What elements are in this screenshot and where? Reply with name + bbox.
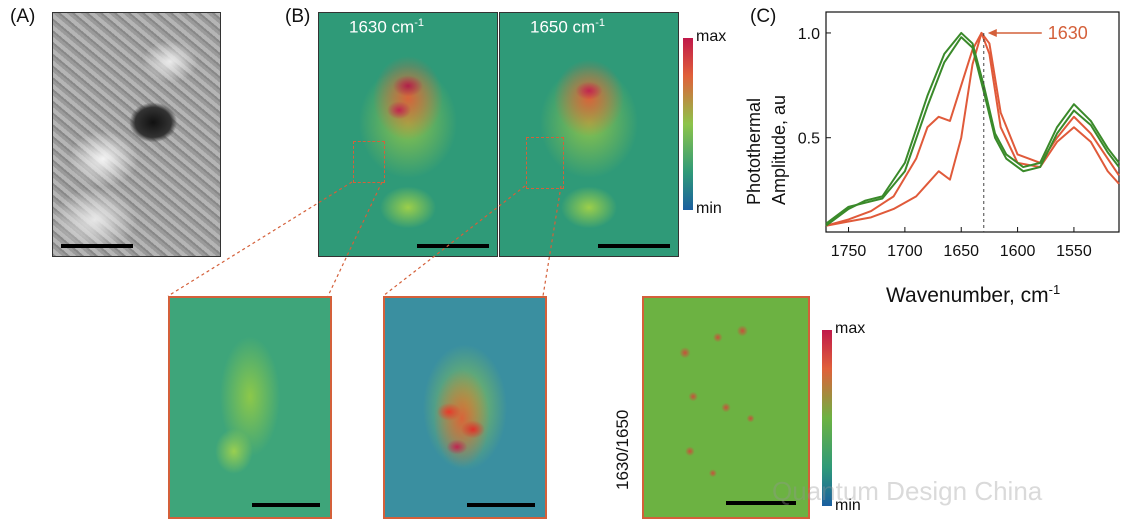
scale-bar [598, 244, 670, 248]
connector-line [167, 181, 353, 297]
scale-bar [726, 501, 796, 505]
connector-line [382, 185, 526, 297]
zoom-map-1650 [383, 296, 547, 519]
ir-map-1630: 1630 cm-1 [318, 12, 498, 257]
x-axis-title: Wavenumber, cm [886, 284, 1049, 307]
colorbar-top-max: max [696, 28, 727, 45]
ratio-label: 1630/1650 [613, 409, 632, 490]
map-1-exponent: -1 [414, 17, 424, 29]
scale-bar [467, 503, 535, 507]
map-1-label: 1630 cm [349, 17, 415, 37]
panel-label-b: (B) [285, 6, 311, 27]
spectrum-series-line [825, 36, 1120, 225]
colorbar-bottom-max: max [835, 320, 866, 337]
optical-image [52, 12, 221, 257]
panel-label-a: (A) [10, 6, 36, 27]
x-tick-label: 1700 [887, 243, 923, 260]
watermark: Quantum Design China [772, 476, 1043, 506]
map-2-label: 1650 cm [530, 17, 596, 37]
x-tick-label: 1650 [943, 243, 979, 260]
spectrum-series-line [825, 31, 1120, 227]
y-axis-title-line-2: Amplitude, au [769, 95, 789, 205]
ir-map-1650: 1650 cm-1 [499, 12, 679, 257]
y-axis-title-line-1: Photothermal [744, 98, 764, 205]
x-axis-title-exponent: -1 [1048, 282, 1061, 297]
ir-spectrum-chart: Photothermal Amplitude, au 1750 1700 1650 1… [744, 11, 1120, 260]
connector-line [542, 185, 562, 297]
scale-bar [252, 503, 320, 507]
map-2-exponent: -1 [595, 17, 605, 29]
colorbar-bottom [822, 330, 832, 506]
panel-label-c: (C) [750, 6, 777, 27]
annotation-1630: 1630 [1048, 23, 1088, 43]
zoom-box-1 [353, 141, 385, 183]
ratio-map [642, 296, 810, 519]
zoom-map-1630 [168, 296, 332, 519]
y-tick-label: 1.0 [798, 26, 820, 43]
y-tick-label: 0.5 [798, 131, 820, 148]
x-tick-label: 1550 [1056, 243, 1092, 260]
annotation-arrowhead [987, 28, 997, 37]
x-tick-label: 1600 [1000, 243, 1036, 260]
x-tick-label: 1750 [831, 243, 867, 260]
colorbar-bottom-min: min [835, 497, 861, 514]
y-axis-title: Photothermal Amplitude, au [744, 95, 789, 205]
plot-frame [825, 11, 1120, 233]
connector-line [327, 181, 383, 297]
spectrum-series-line [825, 31, 1120, 227]
colorbar-top [683, 38, 693, 210]
zoom-box-2 [526, 137, 564, 189]
scale-bar [417, 244, 489, 248]
scale-bar [61, 244, 133, 248]
spectrum-series-line [825, 31, 1120, 227]
colorbar-top-min: min [696, 200, 722, 217]
